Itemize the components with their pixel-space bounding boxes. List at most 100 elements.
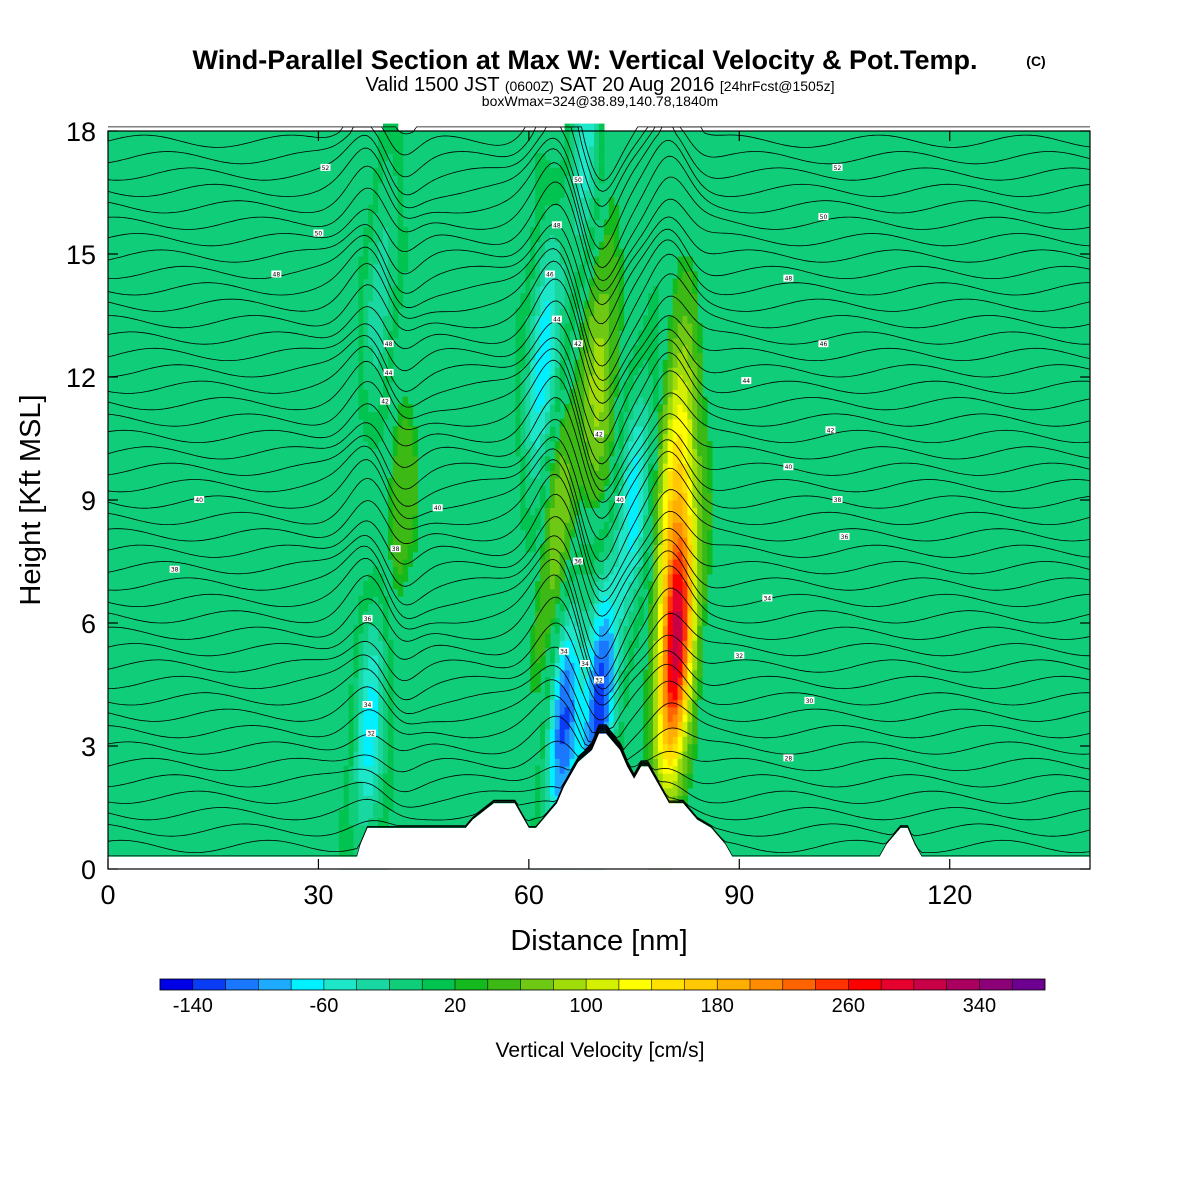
field-cell xyxy=(549,359,556,368)
field-cell xyxy=(554,322,561,331)
field-cell xyxy=(520,404,526,413)
field-cell xyxy=(387,787,394,796)
field-cell xyxy=(545,677,551,686)
field-cell xyxy=(545,581,551,590)
field-cell xyxy=(525,522,531,531)
field-cell xyxy=(569,197,575,206)
field-cell xyxy=(628,441,634,449)
chart-subtitle: Valid 1500 JST (0600Z) SAT 20 Aug 2016 [… xyxy=(365,74,834,96)
field-cell xyxy=(707,544,713,553)
field-cell xyxy=(554,204,561,213)
field-cell xyxy=(559,618,566,627)
field-cell xyxy=(368,300,374,309)
field-cell xyxy=(569,396,575,405)
field-cell xyxy=(648,367,654,376)
field-cell xyxy=(677,330,684,339)
field-cell xyxy=(373,256,379,265)
field-cell xyxy=(707,492,713,501)
field-cell xyxy=(608,381,615,390)
field-cell xyxy=(549,330,556,339)
field-cell xyxy=(358,411,364,420)
field-cell xyxy=(530,433,536,442)
field-cell xyxy=(667,765,674,774)
field-cell xyxy=(363,684,369,693)
field-cell xyxy=(554,721,561,730)
field-cell xyxy=(402,234,409,243)
field-cell xyxy=(564,714,571,722)
field-cell xyxy=(387,167,394,176)
field-cell xyxy=(368,743,374,752)
field-cell xyxy=(549,411,556,420)
field-cell xyxy=(373,411,379,420)
field-cell xyxy=(559,448,566,457)
field-cell xyxy=(594,551,600,560)
field-cell xyxy=(569,514,575,523)
field-cell xyxy=(653,293,659,302)
field-cell xyxy=(589,197,595,206)
field-cell xyxy=(358,315,364,324)
field-cell xyxy=(554,359,561,368)
field-cell xyxy=(643,721,649,730)
svg-text:38: 38 xyxy=(392,546,400,553)
field-cell xyxy=(407,426,413,435)
field-cell xyxy=(549,485,556,494)
field-cell xyxy=(564,411,571,420)
field-cell xyxy=(633,529,639,538)
field-cell xyxy=(584,308,590,317)
field-cell xyxy=(608,514,615,523)
field-cell xyxy=(373,345,379,353)
field-cell xyxy=(569,212,575,221)
field-cell xyxy=(535,160,541,169)
field-cell xyxy=(643,706,649,715)
field-cell xyxy=(378,226,384,235)
field-cell xyxy=(599,455,605,464)
field-cell xyxy=(594,367,600,376)
field-cell xyxy=(682,492,688,501)
field-cell xyxy=(662,411,669,420)
field-cell xyxy=(535,190,541,198)
field-cell xyxy=(584,315,590,324)
field-cell xyxy=(648,433,654,442)
field-cell xyxy=(608,359,615,368)
field-cell xyxy=(697,610,703,619)
field-cell xyxy=(589,463,595,472)
field-cell xyxy=(623,662,630,671)
field-cell xyxy=(687,691,693,700)
field-cell xyxy=(584,714,590,722)
field-cell xyxy=(584,728,590,737)
colorbar-swatch xyxy=(618,979,652,990)
field-cell xyxy=(677,706,684,715)
field-cell xyxy=(564,529,571,538)
field-cell xyxy=(579,153,585,162)
field-cell xyxy=(564,662,571,671)
field-cell xyxy=(368,802,374,811)
field-cell xyxy=(383,278,389,287)
field-cell xyxy=(530,367,536,376)
field-cell xyxy=(662,647,669,656)
field-cell xyxy=(687,470,693,479)
field-cell xyxy=(383,256,389,265)
field-cell xyxy=(613,219,620,228)
field-cell xyxy=(564,699,571,708)
field-cell xyxy=(579,271,585,280)
field-cell xyxy=(540,721,546,730)
field-cell xyxy=(687,433,693,442)
theta-contour xyxy=(107,596,1091,697)
field-cell xyxy=(618,662,625,671)
field-cell xyxy=(618,728,625,737)
field-cell xyxy=(564,249,571,258)
field-cell xyxy=(368,330,374,339)
field-cell xyxy=(373,389,379,398)
field-cell xyxy=(643,514,649,523)
field-cell xyxy=(530,418,536,427)
field-cell xyxy=(564,551,571,560)
field-cell xyxy=(348,817,355,826)
field-cell xyxy=(363,278,369,287)
field-cell xyxy=(535,426,541,435)
field-cell xyxy=(535,381,541,390)
field-cell xyxy=(535,477,541,486)
field-cell xyxy=(373,573,379,582)
field-cell xyxy=(412,441,418,449)
field-cell xyxy=(628,367,634,376)
field-cell xyxy=(677,758,684,767)
